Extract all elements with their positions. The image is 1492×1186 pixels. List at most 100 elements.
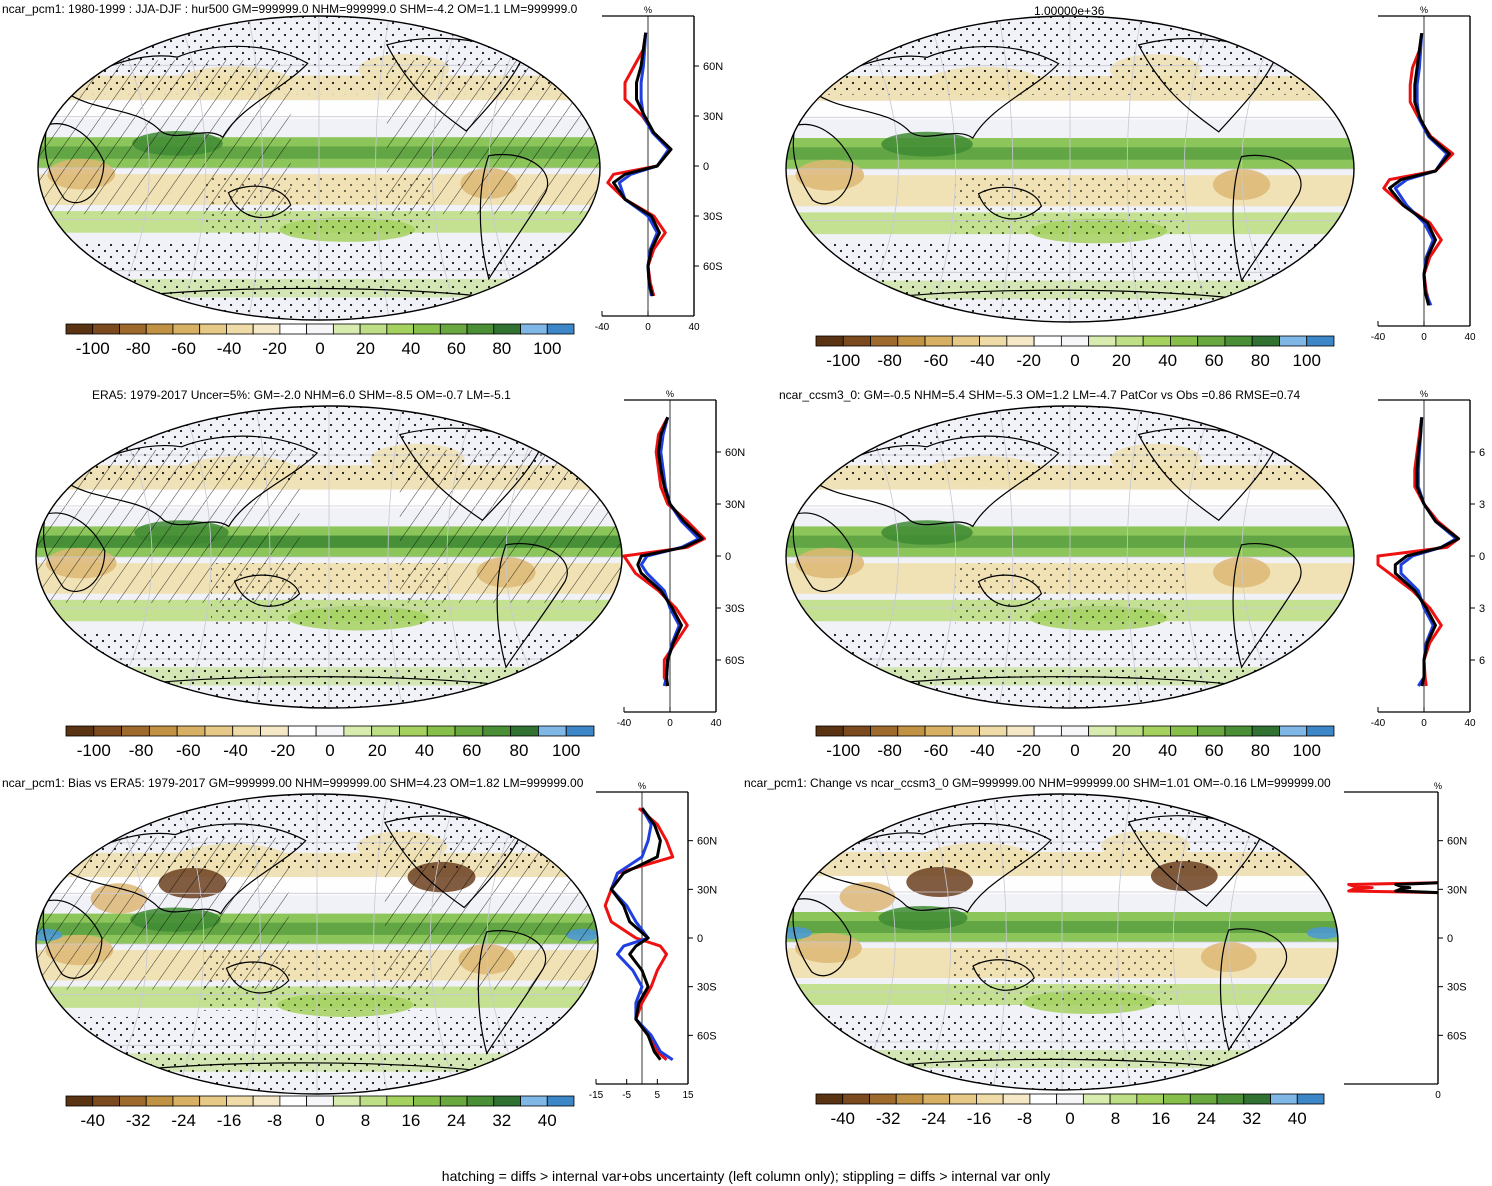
colorbar-swatch [1216, 1093, 1245, 1105]
profile-ytick-label: 6 [1479, 655, 1485, 667]
colorbar-label: -8 [1017, 1109, 1032, 1128]
coastline [869, 676, 1271, 690]
colorbar-label: 60 [462, 741, 481, 760]
colorbar-swatch [226, 1095, 254, 1107]
field-blob [795, 159, 865, 191]
profile-ytick-label: 30S [1447, 982, 1467, 994]
graticule-line [373, 794, 389, 1094]
hatching [386, 60, 600, 215]
colorbar-swatch [546, 1095, 575, 1107]
colorbar-label: -16 [217, 1111, 242, 1130]
profile-unit: % [1420, 5, 1428, 15]
colorbar-swatch [1006, 335, 1035, 347]
profile-xtick-label: -40 [1371, 332, 1386, 343]
map-panel-5 [35, 793, 599, 1095]
graticule-line [375, 16, 391, 320]
colorbar-label: 40 [401, 339, 420, 358]
profile-ytick-label: 60N [697, 836, 717, 848]
colorbar-swatch [842, 1093, 870, 1105]
profile-unit: % [638, 781, 646, 791]
coastline [810, 822, 1052, 913]
profile-series-line [1347, 881, 1439, 895]
coastline [792, 512, 854, 593]
colorbar-label: 60 [1205, 741, 1224, 760]
colorbar-swatch [979, 725, 1008, 737]
zonal-profile-2: % -40 0 40 [1371, 5, 1476, 343]
map-border [35, 405, 623, 709]
graticule-line [998, 406, 1014, 708]
colorbar-swatch [148, 725, 178, 737]
coastline [869, 289, 1271, 303]
colorbar-label: -16 [967, 1109, 992, 1128]
profile-unit: % [644, 5, 652, 15]
colorbar-swatch [1243, 1093, 1271, 1105]
coastline [63, 45, 309, 139]
colorbar-label: 80 [492, 339, 511, 358]
colorbar-swatch [93, 725, 122, 737]
map-border [785, 793, 1339, 1091]
profile-xtick-label: 15 [682, 1090, 694, 1101]
graticule-line [1117, 794, 1132, 1090]
coastline [120, 287, 518, 301]
colorbar-label: 0 [315, 339, 324, 358]
coastline [227, 185, 292, 219]
graticule-line [181, 406, 212, 708]
profile-series-line [1376, 417, 1460, 687]
colorbar-swatch [1109, 1093, 1138, 1105]
profile-ytick-label: 30N [1447, 884, 1467, 896]
colorbar-swatch [1088, 335, 1117, 347]
graticule-line [926, 406, 956, 708]
profile-xtick-label: 0 [1421, 332, 1427, 343]
colorbar-swatch [426, 725, 456, 737]
colorbar-swatch [279, 1095, 308, 1107]
panel-title-4: ncar_ccsm3_0: GM=-0.5 NHM=5.4 SHM=-5.3 O… [779, 388, 1301, 402]
coastline [479, 154, 548, 281]
colorbar-label: 24 [447, 1111, 466, 1130]
colorbar-label: 40 [1158, 741, 1177, 760]
colorbar-label: 80 [1251, 351, 1270, 370]
colorbar-swatch [65, 323, 94, 335]
colorbar-swatch [439, 1095, 468, 1107]
coastline [1232, 543, 1302, 669]
colorbar-swatch [897, 335, 926, 347]
graticule-line [245, 794, 261, 1094]
map-panel-2 [785, 15, 1355, 323]
colorbar-swatch [386, 323, 414, 335]
colorbar-label: 40 [538, 1111, 557, 1130]
colorbar-swatch [546, 323, 575, 335]
coastline [386, 37, 524, 132]
colorbar-swatch [976, 1093, 1004, 1105]
footnote: hatching = diffs > internal var+obs unce… [441, 1168, 1051, 1184]
colorbar-swatch [870, 335, 899, 347]
coastline [811, 45, 1060, 139]
colorbar-swatch [1306, 335, 1335, 347]
colorbar-label: -40 [217, 339, 242, 358]
colorbar-swatch [343, 725, 373, 737]
profile-xtick-label: 5 [655, 1090, 661, 1101]
colorbar-swatch [1082, 1093, 1111, 1105]
colorbar-swatch [924, 335, 953, 347]
colorbar-label: 32 [492, 1111, 511, 1130]
colorbar-swatch [65, 725, 95, 737]
coastline [61, 823, 307, 915]
graticule-line [1172, 794, 1202, 1090]
colorbar-swatch [172, 323, 201, 335]
profile-series-line [1393, 417, 1460, 687]
profile-ytick-label: 30N [725, 499, 745, 511]
colorbar-swatch [1197, 725, 1226, 737]
colorbar-label: 100 [1293, 741, 1321, 760]
profile-ytick-label: 30N [703, 111, 723, 123]
colorbar-swatch [359, 323, 388, 335]
field-blob [878, 906, 968, 930]
colorbar-swatch [869, 1093, 897, 1105]
field-blob [1213, 169, 1271, 200]
colorbar-swatch [199, 323, 227, 335]
coastline [44, 123, 105, 204]
profile-ytick-label: 30N [697, 884, 717, 896]
colorbar-swatch [204, 725, 234, 737]
colorbar-swatch [951, 725, 980, 737]
colorbar-5: -40 -32 -24 -16 -8 0 8 16 24 32 40 [65, 1095, 575, 1130]
colorbar-swatch [386, 1095, 414, 1107]
colorbar-swatch [1197, 335, 1226, 347]
profile-xtick-label: 0 [645, 322, 651, 333]
